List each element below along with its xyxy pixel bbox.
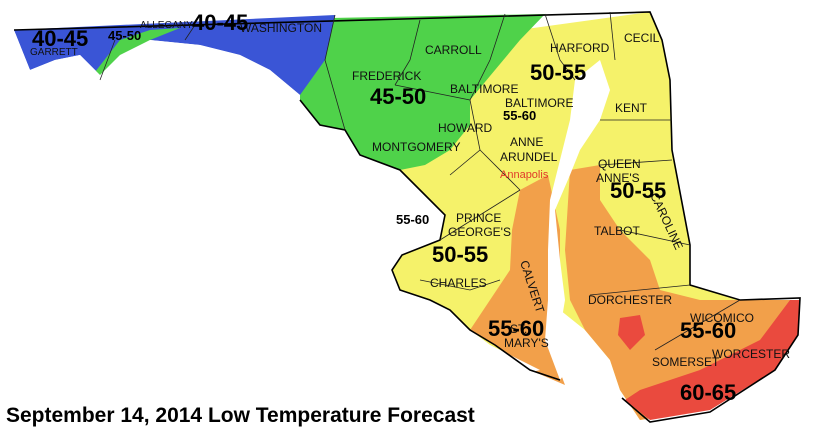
county-allegany: ALLEGANY	[140, 20, 193, 31]
county-cecil: CECIL	[624, 31, 660, 45]
county-st-marys-1: ST.	[510, 322, 527, 336]
potomac-river	[385, 290, 540, 375]
region-red-spot	[618, 315, 645, 350]
region-orange-west	[470, 175, 565, 385]
county-howard: HOWARD	[438, 121, 493, 135]
map-title: September 14, 2014 Low Temperature Forec…	[6, 404, 475, 427]
county-montgomery: MONTGOMERY	[372, 140, 460, 154]
region-green	[300, 14, 545, 170]
range-allegany-washington: 40-45	[192, 10, 248, 35]
range-allegany-small: 45-50	[108, 28, 141, 43]
land-west	[14, 30, 300, 100]
range-frederick: 45-50	[370, 84, 426, 109]
region-blue	[14, 15, 335, 95]
county-wicomico: WICOMICO	[690, 311, 754, 325]
county-anne-arundel-2: ARUNDEL	[500, 150, 558, 164]
county-carroll: CARROLL	[425, 43, 482, 57]
range-dc-area: 55-60	[396, 212, 429, 227]
county-garrett: GARRETT	[30, 47, 78, 58]
chesapeake-bay	[545, 60, 610, 380]
county-talbot: TALBOT	[594, 224, 640, 238]
county-prince-georges-1: PRINCE	[456, 211, 501, 225]
county-st-marys-2: MARY'S	[504, 336, 549, 350]
range-garrett: 40-45	[32, 26, 88, 51]
county-dorchester: DORCHESTER	[588, 293, 672, 307]
range-queen-annes: 50-55	[610, 178, 666, 203]
range-st-marys: 55-60	[488, 316, 544, 341]
county-anne-arundel-1: ANNE	[510, 135, 543, 149]
range-charles-pg: 50-55	[432, 242, 488, 267]
county-baltimore-city: BALTIMORE	[505, 96, 573, 110]
county-prince-georges-2: GEORGE'S	[448, 225, 511, 239]
city-annapolis: Annapolis	[500, 169, 549, 181]
county-frederick: FREDERICK	[352, 69, 421, 83]
range-harford: 50-55	[530, 60, 586, 85]
range-wicomico: 55-60	[680, 318, 736, 343]
county-baltimore: BALTIMORE	[450, 82, 518, 96]
county-worcester: WORCESTER	[712, 347, 790, 361]
county-queen-annes-1: QUEEN	[598, 157, 641, 171]
region-red	[625, 300, 800, 420]
county-somerset: SOMERSET	[652, 355, 720, 369]
county-lines	[99, 11, 741, 351]
state-outline	[13, 11, 801, 423]
county-harford: HARFORD	[550, 41, 610, 55]
county-washington: WASHINGTON	[240, 21, 322, 35]
county-charles: CHARLES	[430, 276, 487, 290]
county-kent: KENT	[615, 101, 648, 115]
range-baltimore-city: 55-60	[503, 108, 536, 123]
county-queen-annes-2: ANNE'S	[596, 171, 640, 185]
range-worcester: 60-65	[680, 380, 736, 405]
